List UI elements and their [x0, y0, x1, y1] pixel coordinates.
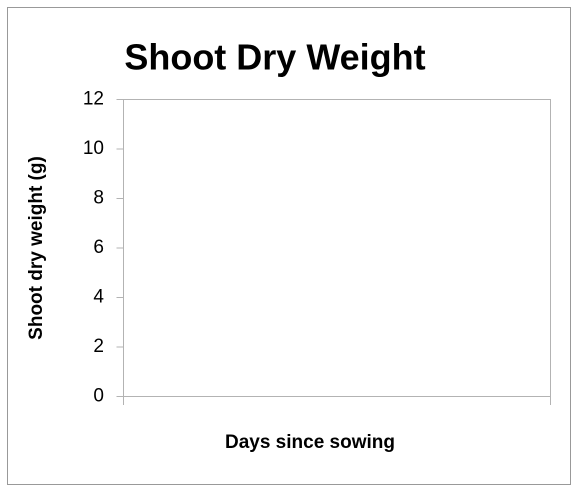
y-tick-label: 12 — [83, 89, 104, 110]
y-tick-label: 10 — [83, 138, 104, 159]
chart-border — [7, 7, 571, 485]
chart-title: Shoot Dry Weight — [124, 37, 425, 78]
y-tick-label: 8 — [93, 188, 104, 209]
y-tick-label: 6 — [93, 237, 104, 258]
x-axis-label: Days since sowing — [225, 432, 395, 453]
y-tick-label: 2 — [93, 336, 104, 357]
y-tick-label: 4 — [93, 287, 104, 308]
y-tick-label: 0 — [93, 386, 104, 407]
y-axis-label: Shoot dry weight (g) — [26, 156, 47, 340]
